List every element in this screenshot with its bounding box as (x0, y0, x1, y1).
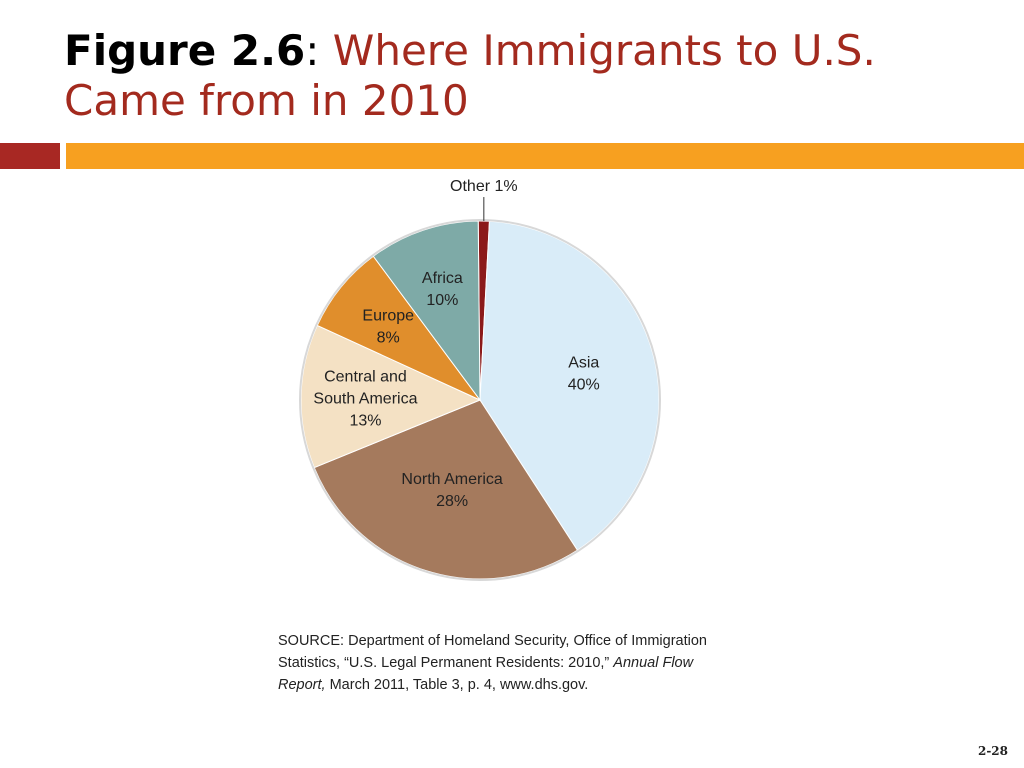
accent-bar-orange (66, 143, 1024, 169)
title-separator: : (305, 26, 320, 75)
figure-number: Figure 2.6 (64, 26, 306, 75)
slice-label-africa: Africa 10% (422, 270, 463, 309)
source-report-title: Annual Flow Report, (278, 655, 694, 693)
slice-label-north-america: North America 28% (401, 471, 502, 510)
slice-label-central-and-south-america: Central and South America 13% (313, 369, 417, 430)
source-text: SOURCE: Department of Homeland Security,… (278, 633, 707, 671)
pie-slice-africa (372, 220, 481, 402)
pie-slice-north-america (313, 399, 579, 580)
pie-slices (299, 219, 661, 581)
source-text-end: March 2011, Table 3, p. 4, www.dhs.gov. (325, 677, 589, 693)
pie-slice-europe (316, 255, 481, 401)
pie-slice-asia (479, 220, 660, 551)
pie-outline (299, 219, 661, 581)
pie-chart: Other 1% Asia 40% North America 28% Central a… (299, 178, 661, 581)
pie-labels: Other 1% Asia 40% North America 28% Central a… (313, 178, 599, 510)
page-number: 2-28 (977, 744, 1008, 758)
slice-label-asia: Asia 40% (568, 354, 600, 393)
accent-bar-red (0, 143, 60, 169)
slice-label-other: Other 1% (450, 178, 518, 195)
slide-title: Figure 2.6: Where Immigrants to U.S. Cam… (64, 26, 964, 126)
figure-caption: Where Immigrants to U.S. Came from in 20… (64, 26, 876, 125)
slice-label-europe: Europe 8% (362, 308, 414, 347)
source-note: SOURCE: Department of Homeland Security,… (278, 630, 708, 696)
